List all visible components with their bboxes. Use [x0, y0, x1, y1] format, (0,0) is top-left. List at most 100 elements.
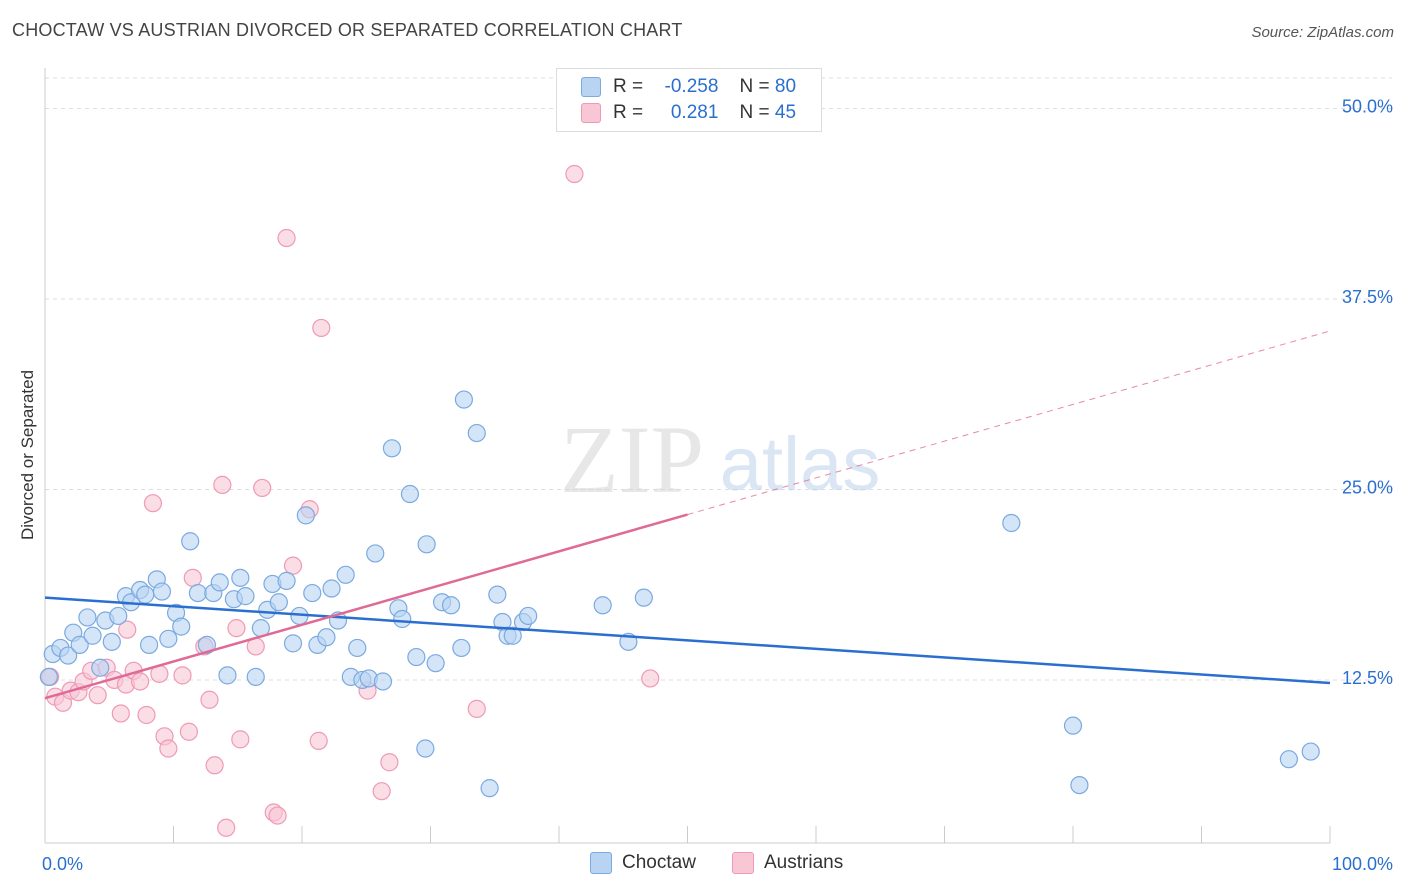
- choctaw-point: [393, 609, 412, 629]
- y-tick-label: 37.5%: [1342, 287, 1393, 307]
- choctaw-point: [503, 626, 522, 645]
- choctaw-point: [452, 638, 471, 658]
- x-tick-label-min: 0.0%: [42, 854, 83, 874]
- choctaw-point: [210, 573, 229, 592]
- n-value: 45: [774, 102, 797, 123]
- trend-lines: [44, 330, 1331, 700]
- n-label: N =: [739, 76, 770, 97]
- watermark-zip: ZIP: [560, 406, 704, 513]
- choctaw-point: [172, 617, 191, 636]
- choctaw-point: [78, 608, 97, 627]
- choctaw-point: [91, 658, 110, 677]
- austrians-swatch: [581, 103, 601, 123]
- legend-item-austrians: Austrians: [732, 852, 843, 874]
- choctaw-point: [269, 593, 288, 612]
- choctaw-point: [1002, 513, 1021, 533]
- choctaw-point: [231, 568, 250, 587]
- choctaw-swatch: [581, 77, 601, 97]
- legend-item-choctaw: Choctaw: [590, 852, 696, 874]
- choctaw-point: [348, 638, 367, 658]
- choctaw-point: [1301, 742, 1320, 761]
- choctaw-point: [519, 606, 538, 626]
- choctaw-point: [382, 439, 402, 458]
- austrians-point: [200, 690, 219, 709]
- choctaw-point: [246, 667, 265, 686]
- choctaw-point: [1063, 716, 1083, 735]
- austrians-point: [268, 806, 287, 825]
- choctaw-point: [480, 779, 499, 798]
- stats-legend: R = -0.258 N = 80 R = 0.281 N = 45: [556, 68, 822, 132]
- choctaw-point: [303, 583, 322, 603]
- r-value: 0.281: [670, 102, 719, 123]
- choctaw-point: [70, 635, 89, 654]
- y-tick-label: 50.0%: [1342, 96, 1393, 116]
- choctaw-point: [1279, 750, 1298, 769]
- chart-title: CHOCTAW VS AUSTRIAN DIVORCED OR SEPARATE…: [12, 20, 683, 40]
- austrians-point: [641, 669, 660, 688]
- choctaw-point: [59, 646, 78, 665]
- axes: [44, 68, 1331, 844]
- r-label: R =: [613, 102, 644, 123]
- x-tick-label-max: 100.0%: [1332, 854, 1393, 874]
- choctaw-legend-swatch: [590, 852, 612, 874]
- choctaw-point: [467, 423, 486, 443]
- austrians-point: [312, 318, 331, 338]
- austrians-point: [565, 164, 584, 184]
- austrians-point: [380, 753, 399, 772]
- austrians-point: [213, 475, 232, 494]
- n-label: N =: [739, 102, 770, 123]
- choctaw-point: [296, 506, 315, 525]
- choctaw-point: [373, 672, 393, 691]
- choctaw-point: [159, 629, 178, 648]
- choctaw-point: [188, 583, 208, 603]
- choctaw-point: [181, 532, 200, 551]
- choctaw-point: [416, 739, 435, 758]
- y-tick-label: 25.0%: [1342, 477, 1393, 497]
- choctaw-legend-label: Choctaw: [622, 852, 696, 873]
- austrians-point: [205, 756, 224, 775]
- choctaw-point: [109, 606, 128, 626]
- choctaw-point: [317, 628, 336, 647]
- choctaw-point: [417, 535, 436, 554]
- choctaw-point: [102, 632, 121, 651]
- austrians-trend-line: [44, 513, 688, 700]
- choctaw-point: [1070, 775, 1089, 795]
- choctaw-point: [218, 666, 237, 685]
- choctaw-point: [454, 390, 474, 409]
- choctaw-point: [336, 565, 355, 584]
- austrians-point: [372, 782, 391, 801]
- n-value: 80: [774, 76, 797, 97]
- austrians-point: [159, 739, 178, 758]
- choctaw-point: [139, 635, 159, 654]
- austrians-point: [137, 705, 156, 725]
- choctaw-point: [39, 667, 58, 686]
- choctaw-point: [136, 585, 155, 604]
- choctaw-point: [236, 587, 255, 606]
- austrians-point: [183, 568, 202, 587]
- austrians-point: [173, 666, 192, 685]
- austrians-point: [179, 722, 199, 741]
- choctaw-point: [277, 571, 296, 590]
- choctaw-point: [366, 544, 385, 563]
- watermark-atlas: atlas: [720, 422, 881, 507]
- austrians-point: [143, 494, 163, 513]
- choctaw-point: [441, 596, 461, 615]
- choctaw-point: [322, 579, 341, 598]
- source-label: Source: ZipAtlas.com: [1251, 24, 1394, 41]
- austrians-point: [277, 228, 296, 248]
- austrians-point: [118, 620, 137, 639]
- choctaw-point: [634, 588, 653, 607]
- austrians-point: [217, 818, 236, 837]
- austrians-point: [88, 686, 107, 705]
- austrians-point: [283, 556, 303, 575]
- r-value: -0.258: [664, 76, 719, 97]
- austrians-legend-swatch: [732, 852, 754, 874]
- legend-row-choctaw: R = -0.258 N = 80: [581, 76, 796, 100]
- choctaw-trend-line: [44, 596, 1331, 685]
- austrians-point: [231, 730, 250, 749]
- austrians-point: [130, 672, 150, 691]
- choctaw-point: [426, 654, 445, 673]
- legend-row-austrians: R = 0.281 N = 45: [581, 102, 796, 126]
- austrians-point: [253, 478, 272, 498]
